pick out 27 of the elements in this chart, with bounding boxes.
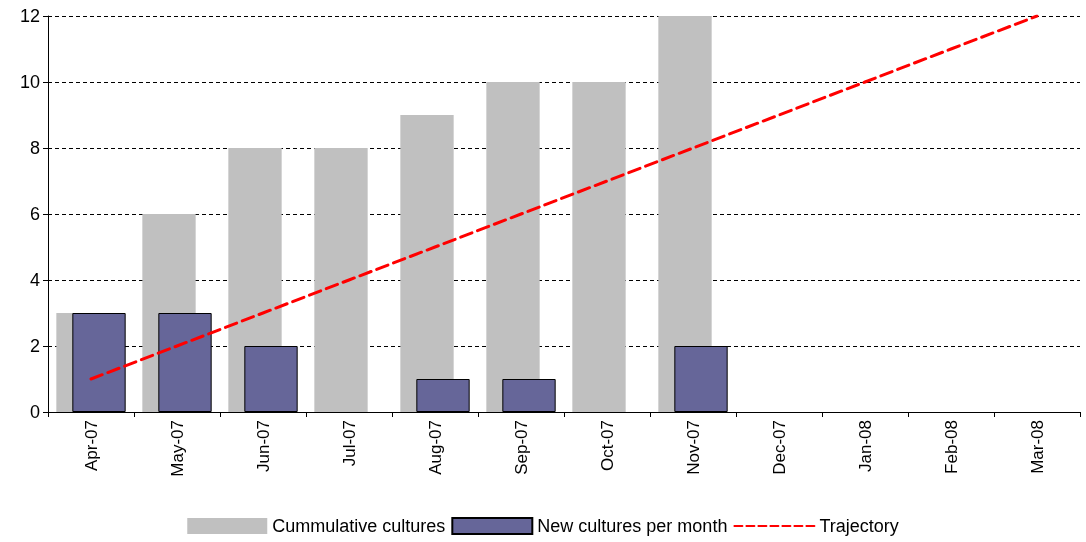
bar (314, 148, 368, 412)
x-tick-label: May-07 (167, 420, 187, 477)
bar (572, 82, 626, 412)
y-tick-label: 6 (29, 204, 40, 224)
y-tick-label: 4 (29, 270, 40, 290)
x-tick-label: Sep-07 (511, 420, 531, 475)
y-tick-label: 10 (19, 72, 40, 92)
y-tick-label: 12 (19, 6, 40, 26)
bar (486, 82, 540, 412)
x-tick-label: Oct-07 (597, 420, 617, 472)
x-tick-label: Feb-08 (941, 420, 961, 474)
x-tick-label: Nov-07 (683, 420, 703, 475)
x-tick-label: Jan-08 (855, 420, 875, 472)
x-tick-label: Jun-07 (253, 420, 273, 472)
legend-label: Cummulative cultures (272, 516, 446, 536)
y-tick-label: 2 (29, 336, 40, 356)
x-tick-label: Apr-07 (81, 420, 101, 472)
x-tick-label: Aug-07 (425, 420, 445, 475)
bar (400, 115, 454, 412)
legend-label: New cultures per month (537, 516, 728, 536)
legend-label: Trajectory (819, 516, 899, 536)
y-tick-label: 8 (29, 138, 40, 158)
x-tick-label: Jul-07 (339, 420, 359, 467)
x-tick-label: Mar-08 (1027, 420, 1047, 474)
y-tick-label: 0 (29, 402, 40, 422)
line-series (89, 14, 1039, 381)
x-tick-label: Dec-07 (769, 420, 789, 475)
